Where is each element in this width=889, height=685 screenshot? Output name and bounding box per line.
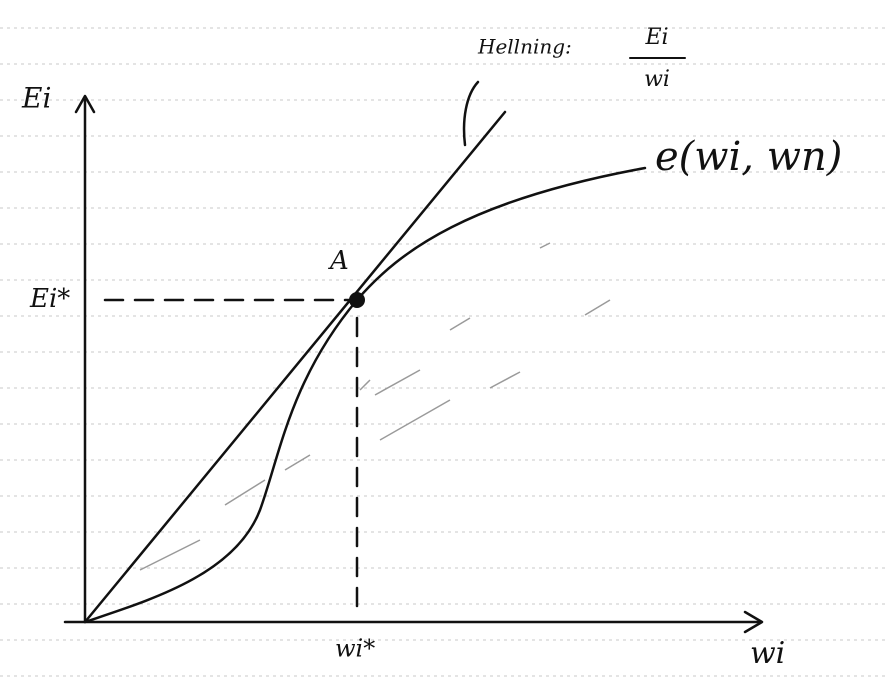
x-marker-label: wi* [335, 635, 375, 663]
point-label: A [328, 246, 349, 276]
diagram: Ei Ei* A Hellning: Ei wi e(wi, wn) wi* w… [0, 0, 889, 685]
y-marker-label: Ei* [29, 284, 70, 314]
curve-label: e(wi, wn) [655, 134, 842, 180]
slope-denominator: wi [644, 67, 670, 92]
slope-annotation-prefix: Hellning: [477, 35, 572, 59]
x-axis-label: wi [750, 636, 785, 671]
y-axis-label: Ei [21, 82, 51, 115]
point-a [349, 292, 365, 308]
ruled-paper [0, 0, 889, 685]
page: {"y_axis_label": "Ei", "x_axis_label": "… [0, 0, 889, 685]
slope-numerator: Ei [644, 25, 668, 50]
